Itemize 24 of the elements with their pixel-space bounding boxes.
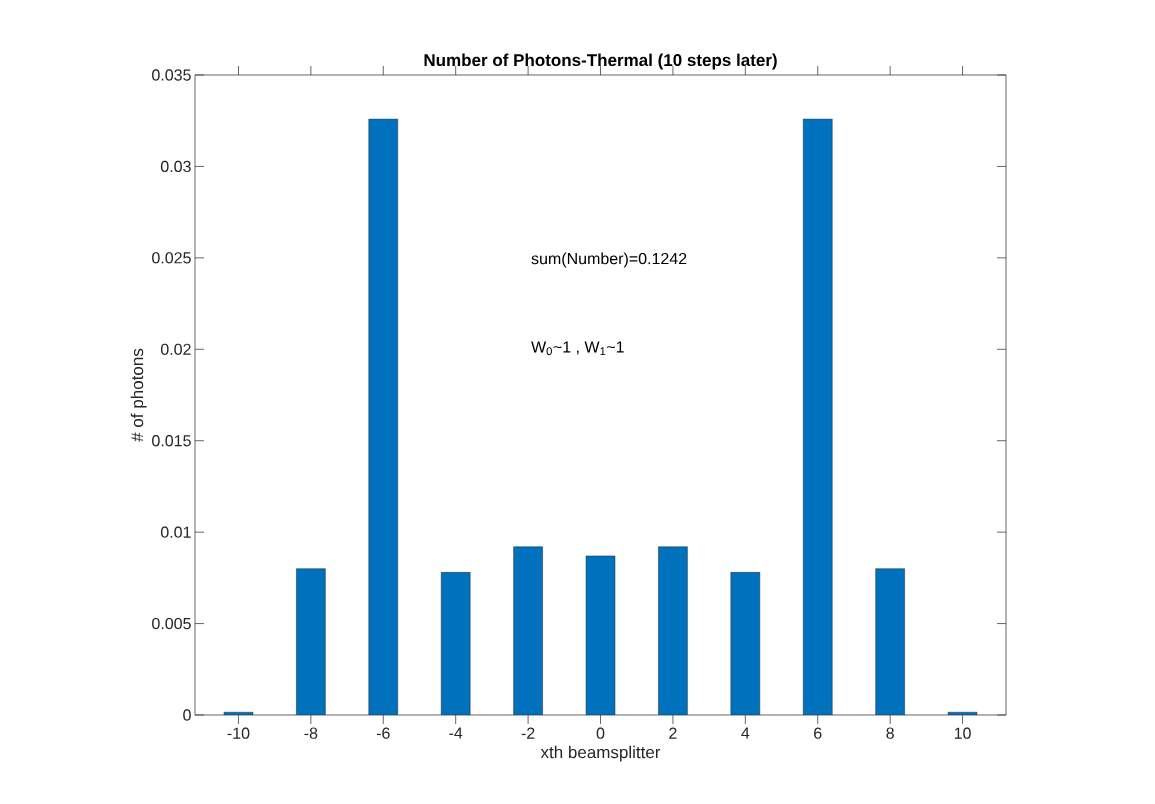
y-tick-label: 0 [183,709,191,721]
x-tick-label: -8 [304,727,318,739]
y-tick-label: 0.02 [160,343,191,355]
y-tick-label: 0.005 [152,617,191,630]
x-tick-label: -6 [376,727,390,739]
x-tick-label: -2 [521,727,535,739]
x-tick-label: 4 [741,727,750,739]
x-axis-title: xth beamsplitter [540,745,661,762]
x-tick-label: -10 [227,727,250,739]
annotation: sum(Number)=0.1242 [531,252,687,268]
x-tick-label: -4 [449,727,463,739]
x-tick-label: 8 [886,727,894,739]
x-tick-label: 10 [954,727,971,739]
y-tick-label: 0.01 [160,526,191,538]
x-tick-label: 0 [596,727,605,739]
x-tick-label: 6 [814,727,822,739]
x-tick-label: 2 [669,727,677,739]
annotation: W$_{0}$~1 , W$_{1}$~1 [531,341,624,356]
y-axis-title: # of photons [130,348,147,442]
y-tick-label: 0.03 [160,160,191,173]
y-tick-label: 0.035 [152,69,191,81]
y-tick-label: 0.025 [152,252,191,264]
chart-title: Number of Photons-Thermal (10 steps later) [424,53,777,70]
y-tick-label: 0.015 [152,435,191,447]
